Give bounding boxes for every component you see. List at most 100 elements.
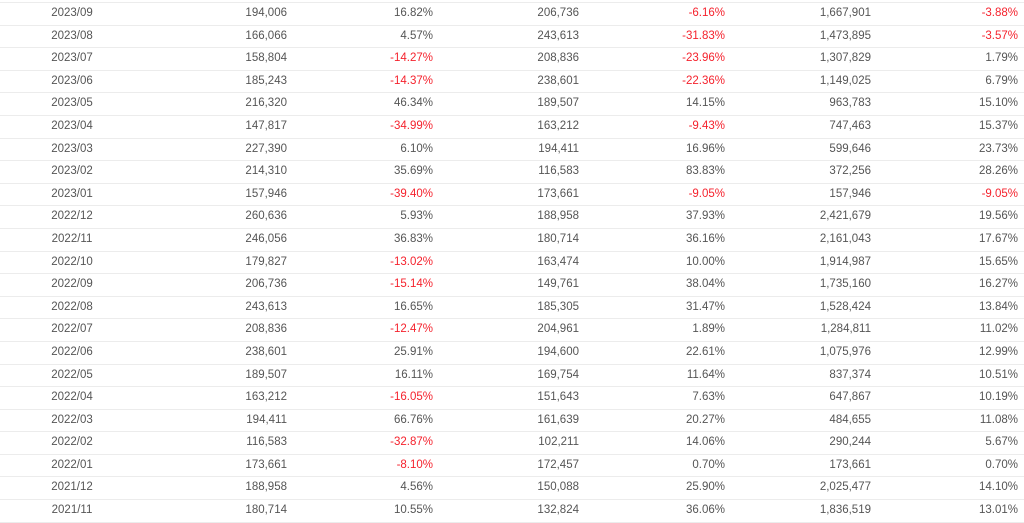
cell-cumulative: 1,473,895 [819,29,871,42]
cell-month: 2022/06 [51,345,93,358]
cell-value-2: 206,736 [537,7,579,19]
cell-change-1: 4.57% [400,29,433,42]
cell-value-1: 158,804 [245,52,287,65]
cell-change-1: 66.76% [393,413,433,426]
cell-month: 2023/04 [51,119,93,132]
cell-month: 2023/07 [51,52,93,65]
cell-value-2: 116,583 [538,165,579,178]
cell-value-2: 204,961 [537,323,579,336]
cell-value-2: 163,212 [537,119,579,132]
cell-value-2: 150,088 [537,481,579,494]
cell-value-1: 173,661 [245,458,287,471]
table-row: 2023/02 214,310 35.69% 116,583 83.83% 372,256… [0,161,1024,184]
cell-change-1: -34.99% [390,119,433,132]
cell-cumulative: 963,783 [829,97,871,110]
cell-cumulative: 1,075,976 [819,345,871,358]
cell-cumulative: 647,867 [829,391,871,404]
cell-value-1: 116,583 [246,436,287,449]
cell-month: 2023/02 [51,165,93,178]
cell-cumulative-change: 5.67% [985,436,1018,449]
cell-cumulative-change: 12.99% [978,345,1018,358]
cell-change-1: 35.69% [393,165,433,178]
cell-value-2: 185,305 [537,300,579,313]
cell-change-1: -16.05% [390,391,433,404]
table-row: 2023/03 227,390 6.10% 194,411 16.96% 599,646 2… [0,139,1024,162]
cell-value-1: 147,817 [245,119,287,132]
cell-cumulative: 1,307,829 [819,52,871,65]
cell-change-1: -14.27% [390,52,433,65]
cell-value-1: 194,006 [245,7,287,19]
cell-cumulative: 1,149,025 [819,74,871,87]
table-row: 2022/10 179,827 -13.02% 163,474 10.00% 1,914,… [0,252,1024,275]
cell-month: 2022/12 [51,210,93,223]
cell-month: 2022/04 [51,391,93,404]
cell-value-1: 238,601 [245,345,287,358]
cell-change-1: 46.34% [393,97,433,110]
cell-change-2: -23.96% [682,52,725,65]
cell-cumulative: 372,256 [829,165,871,178]
cell-change-2: 1.89% [692,323,725,336]
cell-change-1: -39.40% [390,187,433,200]
cell-month: 2023/09 [51,7,93,19]
cell-value-2: 163,474 [537,255,579,268]
cell-month: 2023/06 [51,74,93,87]
cell-change-1: 5.93% [400,210,433,223]
cell-change-2: 7.63% [692,391,725,404]
cell-cumulative-change: 19.56% [978,210,1018,223]
cell-change-1: -14.37% [390,74,433,87]
cell-value-1: 163,212 [245,391,287,404]
cell-month: 2022/10 [51,255,93,268]
cell-change-2: 38.04% [685,278,725,291]
cell-value-2: 132,824 [537,504,579,517]
cell-value-1: 243,613 [245,300,287,313]
cell-change-2: 20.27% [685,413,725,426]
cell-cumulative-change: 16.27% [978,278,1018,291]
cell-cumulative-change: 17.67% [978,232,1018,245]
cell-value-1: 180,714 [245,504,287,517]
cell-change-2: 11.64% [686,368,725,381]
cell-cumulative-change: 28.26% [978,165,1018,178]
cell-cumulative-change: -9.05% [981,187,1018,200]
cell-month: 2021/11 [51,504,93,517]
cell-change-1: -12.47% [390,323,433,336]
cell-value-1: 260,636 [245,210,287,223]
cell-value-1: 206,736 [245,278,287,291]
cell-value-1: 189,507 [245,368,287,381]
cell-change-2: -6.16% [688,7,725,19]
cell-value-2: 189,507 [537,97,579,110]
cell-month: 2022/01 [51,458,93,471]
cell-value-1: 208,836 [245,323,287,336]
cell-cumulative: 1,836,519 [819,504,871,517]
table-row: 2021/11 180,714 10.55% 132,824 36.06% 1,836,5… [0,500,1024,523]
cell-value-1: 216,320 [245,97,287,110]
cell-cumulative-change: 23.73% [978,142,1018,155]
cell-change-1: -13.02% [390,255,433,268]
cell-value-2: 172,457 [537,458,579,471]
cell-value-2: 194,600 [537,345,579,358]
cell-value-2: 169,754 [537,368,579,381]
cell-month: 2022/05 [51,368,93,381]
cell-change-2: 14.15% [685,97,725,110]
table-row: 2023/08 166,066 4.57% 243,613 -31.83% 1,473,8… [0,26,1024,49]
cell-value-2: 188,958 [537,210,579,223]
cell-value-2: 161,639 [537,413,579,426]
cell-change-2: 16.96% [685,142,725,155]
cell-month: 2023/05 [51,97,93,110]
cell-value-2: 238,601 [537,74,579,87]
cell-change-2: 0.70% [692,458,725,471]
cell-cumulative: 1,528,424 [819,300,871,313]
cell-value-2: 194,411 [538,142,579,155]
cell-change-1: -8.10% [396,458,433,471]
cell-change-2: 83.83% [685,165,725,178]
cell-cumulative: 1,284,811 [820,323,871,336]
cell-month: 2023/01 [51,187,93,200]
cell-cumulative: 1,667,901 [819,7,871,19]
cell-value-2: 243,613 [537,29,579,42]
table-row: 2022/12 260,636 5.93% 188,958 37.93% 2,421,67… [0,206,1024,229]
cell-cumulative: 1,914,987 [819,255,871,268]
cell-change-2: 36.16% [685,232,725,245]
cell-value-2: 180,714 [537,232,579,245]
cell-month: 2022/03 [51,413,93,426]
table-row: 2022/09 206,736 -15.14% 149,761 38.04% 1,735,… [0,274,1024,297]
